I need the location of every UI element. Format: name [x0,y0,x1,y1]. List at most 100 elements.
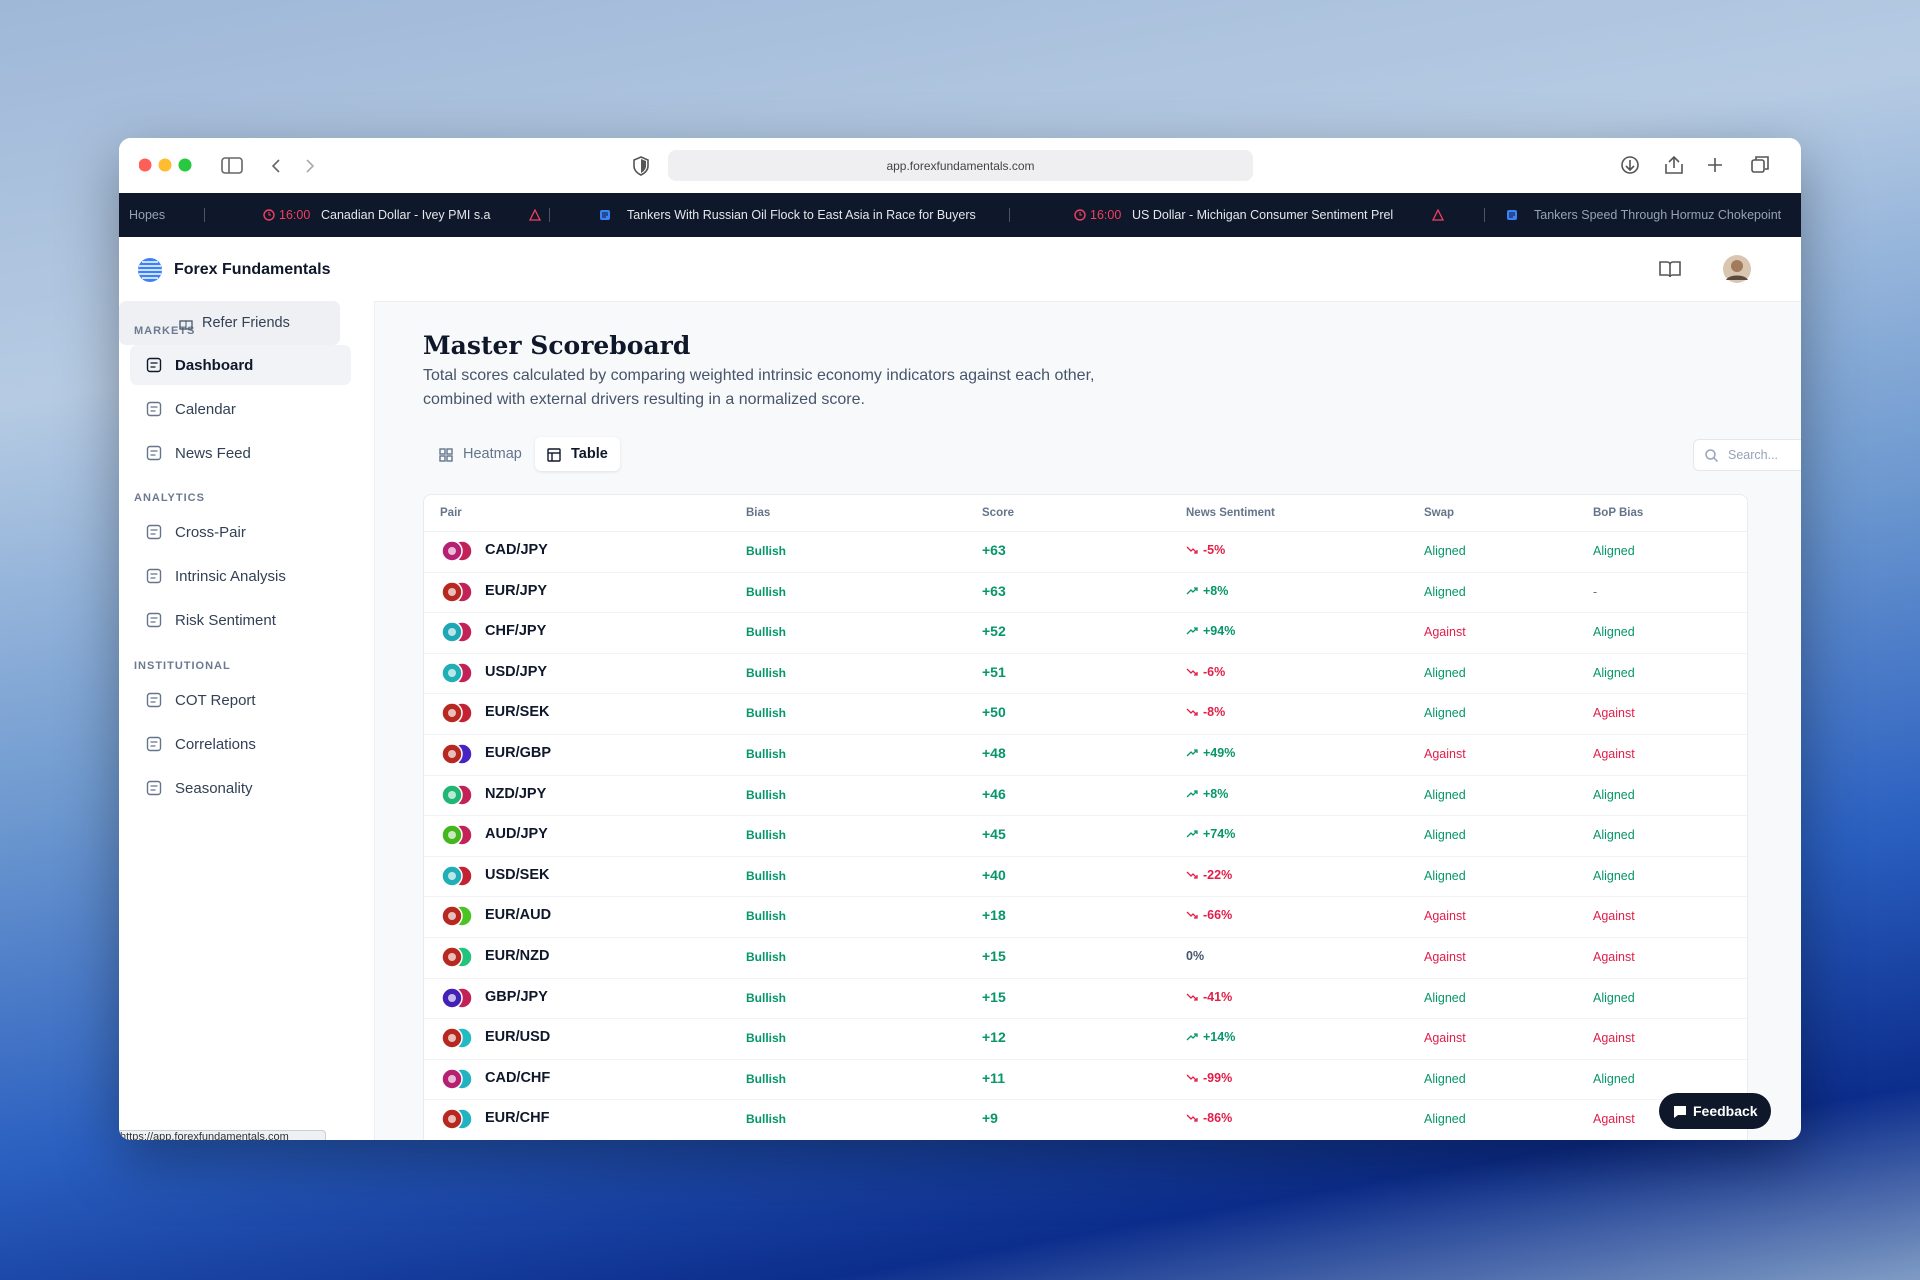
nav-label: Intrinsic Analysis [175,568,286,585]
table-row[interactable]: NZD/JPY Bullish +46 +8% Aligned Aligned [424,775,1747,817]
swap: Aligned [1424,544,1466,558]
nav-icon [146,524,162,540]
ticker-text[interactable]: Tankers With Russian Oil Flock to East A… [627,208,976,222]
nav-item[interactable]: News Feed [130,433,351,473]
pair-flags [441,662,473,684]
column-header[interactable]: Swap [1424,507,1455,519]
score: +50 [982,704,1006,721]
search-placeholder: Search... [1728,448,1779,462]
address-bar[interactable]: app.forexfundamentals.com [668,150,1253,181]
window-controls[interactable] [139,158,199,174]
feedback-button[interactable]: Feedback [1659,1093,1771,1129]
swap: Aligned [1424,706,1466,721]
clock-icon [1074,209,1086,221]
score: +46 [982,785,1006,802]
bop-bias: Aligned [1593,990,1635,1005]
pair: NZD/JPY [485,785,547,802]
table-row[interactable]: USD/SEK Bullish +40 -22% Aligned Aligned [424,856,1747,898]
bias: Bullish [746,828,787,843]
table-row[interactable]: CAD/JPY Bullish +63 -5% Aligned Aligned [424,531,1747,573]
score: +15 [982,988,1006,1005]
nav-label: Correlations [175,736,256,753]
docs-icon[interactable] [1659,259,1681,279]
ticker-time: 16:00 [1090,208,1122,222]
nav-item[interactable]: Correlations [130,724,351,764]
toolbar-actions[interactable] [1619,154,1789,176]
app-header: Forex Fundamentals [119,237,1801,302]
url: app.forexfundamentals.com [886,159,1035,173]
feedback-label: Feedback [1693,1103,1758,1119]
table-row[interactable]: USD/JPY Bullish +51 -6% Aligned Aligned [424,653,1747,695]
bias: Bullish [746,909,787,924]
trend-icon [1186,1114,1198,1123]
swap: Against [1424,747,1466,761]
nav-item[interactable]: Dashboard [130,345,351,385]
score: +9 [982,1110,998,1127]
nav-buttons[interactable] [221,156,331,176]
trend-icon [1186,993,1198,1001]
news-sentiment: -8% [1203,705,1226,720]
news-sentiment: +94% [1203,624,1236,639]
nav-item[interactable]: Calendar [130,389,351,429]
nav-label: Risk Sentiment [175,612,276,629]
ticker-text[interactable]: Canadian Dollar - Ivey PMI s.a [321,208,491,222]
news-sentiment: +49% [1203,746,1236,760]
pair: EUR/CHF [485,1110,550,1127]
table-row[interactable]: EUR/AUD Bullish +18 -66% Against Against [424,896,1747,938]
table-row[interactable]: EUR/NZD Bullish +15 0% Against Against [424,937,1747,979]
ticker-divider [1009,208,1010,222]
avatar[interactable] [1723,255,1751,283]
view-tabs: Heatmap Table [423,437,623,471]
table-row[interactable]: CHF/JPY Bullish +52 +94% Against Aligned [424,612,1747,654]
refer-button[interactable]: Refer Friends [119,301,340,345]
pair-flags [441,1027,473,1049]
table-row[interactable]: GBP/JPY Bullish +15 -41% Aligned Aligned [424,978,1747,1020]
nav-icon [146,401,162,417]
column-header[interactable]: News Sentiment [1186,507,1275,519]
swap: Aligned [1424,990,1466,1005]
ticker-text[interactable]: US Dollar - Michigan Consumer Sentiment … [1132,208,1394,222]
tab[interactable]: Heatmap [423,437,533,471]
bop-bias: Against [1593,747,1635,761]
bias: Bullish [746,1031,787,1046]
section-title: ANALYTICS [134,492,205,504]
search-box[interactable]: Search... [1693,439,1801,471]
status-bar: https://app.forexfundamentals.com [119,1130,326,1140]
column-header[interactable]: Score [982,507,1014,519]
ticker-text[interactable]: Hopes [129,208,166,222]
bias: Bullish [746,868,787,883]
pair-flags [441,580,473,603]
table-row[interactable]: EUR/USD Bullish +12 +14% Against Against [424,1018,1747,1060]
nav-item[interactable]: Risk Sentiment [130,600,351,640]
pair: EUR/SEK [485,704,550,721]
bias: Bullish [746,1071,787,1086]
swap: Aligned [1424,868,1466,883]
ticker-text[interactable]: Tankers Speed Through Hormuz Chokepoint [1534,208,1782,222]
score: +12 [982,1029,1006,1046]
score: +15 [982,948,1006,964]
nav-item[interactable]: COT Report [130,680,351,720]
table-header: Pair Bias Score News Sentiment Swap BoP Bias [424,495,1747,532]
column-header[interactable]: BoP Bias [1593,507,1644,519]
nav-icon [146,445,162,461]
bop-bias: Aligned [1593,1071,1635,1086]
pair-flags [441,743,473,765]
column-header[interactable]: Bias [746,507,771,519]
table-row[interactable]: EUR/GBP Bullish +48 +49% Against Against [424,734,1747,776]
nav-item[interactable]: Cross-Pair [130,512,351,552]
main-content: Master Scoreboard Total scores calculate… [374,301,1801,1140]
tab-active[interactable]: Table [535,437,620,471]
score: +18 [982,907,1006,924]
table-row[interactable]: CAD/CHF Bullish +11 -99% Aligned Aligned [424,1059,1747,1101]
table-row[interactable]: EUR/SEK Bullish +50 -8% Aligned Against [424,693,1747,735]
table-row[interactable]: AUD/JPY Bullish +45 +74% Aligned Aligned [424,815,1747,857]
nav-item[interactable]: Seasonality [130,768,351,808]
table-row[interactable]: EUR/CHF Bullish +9 -86% Aligned Against [424,1099,1747,1140]
trend-icon [1186,1033,1198,1041]
column-header[interactable]: Pair [440,507,462,519]
pair-flags [441,621,473,643]
table-row[interactable]: EUR/JPY Bullish +63 +8% Aligned - [424,572,1747,614]
tab-label: Heatmap [463,446,522,462]
nav-item[interactable]: Intrinsic Analysis [130,556,351,596]
